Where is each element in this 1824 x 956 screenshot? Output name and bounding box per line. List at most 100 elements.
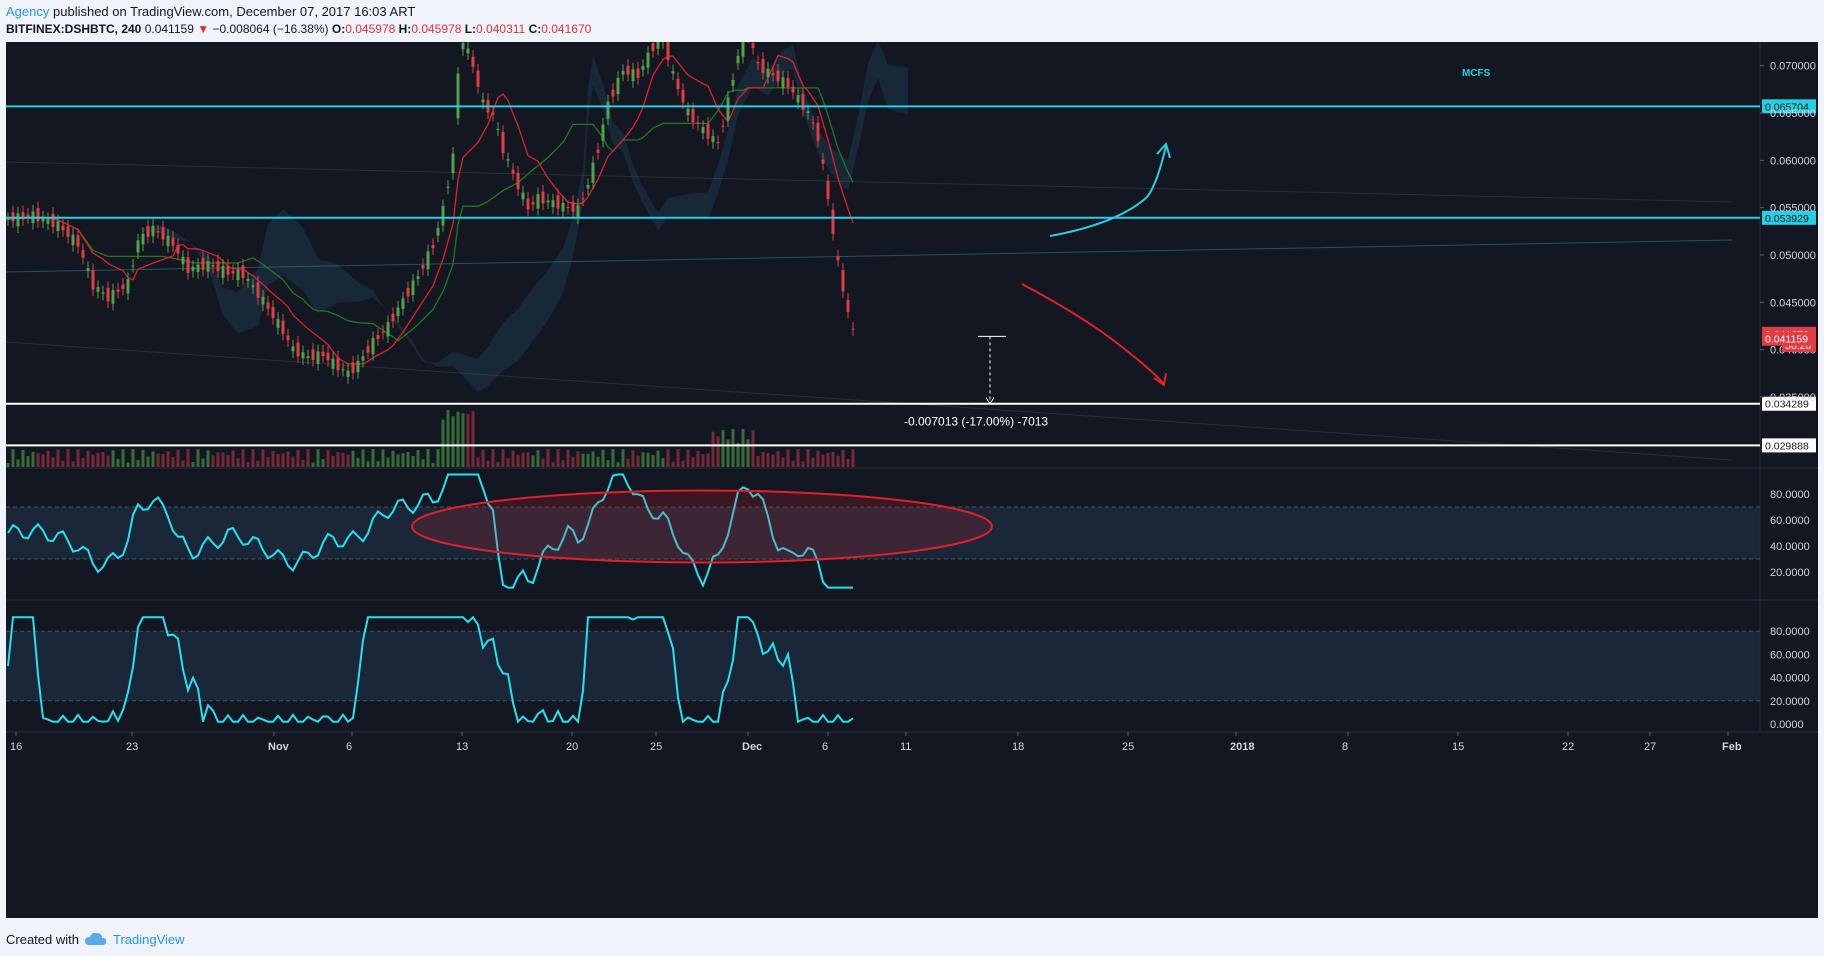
candle-body [686,108,690,116]
candle-body [46,219,50,224]
volume-bar [211,455,215,467]
volume-bar [261,449,265,467]
candle-body [66,226,70,237]
candle-body [221,265,225,278]
candle-body [101,292,105,294]
rsi-line [7,473,853,589]
volume-bar [466,414,470,467]
candle-body [411,280,415,296]
time-tick-label: 13 [456,741,468,753]
created-with-text: Created with [6,931,79,947]
price-tick-label: 0.055000 [1770,203,1816,215]
volume-bar [691,457,695,467]
candle-body [631,69,635,82]
candle-body [696,122,700,124]
candle-body [166,235,170,247]
volume-bar [166,451,170,467]
candle-body [571,201,575,212]
volume-bar [846,459,850,467]
candle-body [276,318,280,328]
volume-bar [531,455,535,467]
time-tick-label: 25 [1122,741,1134,753]
volume-bar [416,450,420,467]
volume-bar [611,449,615,467]
volume-bar [241,449,245,467]
candle-body [776,70,780,82]
volume-bar [696,451,700,467]
candle-body [326,352,330,361]
stoch-band [6,631,1760,701]
price-tick-label: 0.035000 [1770,392,1816,404]
candle-body [706,123,710,139]
volume-bar [721,429,725,467]
candle-body [536,194,540,209]
volume-bar [146,456,150,467]
candle-body [576,205,580,218]
current-price-label: 0.041159 [1765,334,1808,346]
volume-bar [71,461,75,467]
candle-body [106,287,110,302]
candle-body [211,264,215,267]
candle-body [786,77,790,88]
candle-body [196,264,200,272]
volume-bar [51,457,55,467]
candle-body [851,328,855,330]
volume-bar [291,456,295,467]
candle-body [506,159,510,161]
volume-bar [286,451,290,467]
candle-body [771,73,775,76]
volume-bar [476,457,480,467]
candle-body [136,240,140,253]
price-tick-label: 0.060000 [1770,155,1816,167]
volume-bar [581,453,585,467]
candle-body [181,256,185,265]
volume-bar [831,452,835,467]
chart-container[interactable]: 0.065704 0.053929 0.034289 0.029888 0.070000… [5,23,1818,918]
close-label: C: [528,22,542,36]
candle-body [91,269,95,290]
volume-bar [96,452,100,467]
candle-body [701,127,705,133]
volume-bar [201,458,205,467]
volume-bar [221,452,225,467]
volume-bar [681,460,685,467]
level-price-badge [1762,396,1816,411]
volume-bar [331,455,335,467]
symbol-label: BITFINEX:DSHBTC, 240 [6,22,142,36]
volume-bar [561,460,565,467]
candle-body [251,285,255,288]
chart-svg[interactable]: 0.065704 0.053929 0.034289 0.029888 0.070000… [5,23,1818,918]
candle-body [551,200,555,208]
volume-bar [446,409,450,467]
candle-body [111,290,115,304]
candle-body [386,322,390,337]
volume-bar [631,450,635,467]
trend-line [5,161,1733,203]
candle-body [396,307,400,316]
volume-bar [566,449,570,467]
volume-bar [661,458,665,467]
volume-bar [106,455,110,467]
rsi-tick-label: 80.0000 [1770,489,1810,501]
volume-bar [306,449,310,467]
volume-bar [636,455,640,467]
author-link[interactable]: Agency [6,4,50,19]
up-arrow-head [1156,141,1171,159]
volume-bar [841,450,845,467]
volume-bar [706,453,710,467]
volume-bar [576,451,580,467]
tradingview-link[interactable]: TradingView [112,931,185,947]
time-tick-label: 2018 [1230,741,1254,753]
measure-label: -0.007013 (-17.00%) -7013 [904,415,1048,429]
candle-body [436,228,440,236]
volume-bar [686,449,690,467]
candle-body [801,94,805,110]
volume-bar [196,449,200,467]
candle-body [456,73,460,119]
candle-body [731,79,735,86]
candle-body [611,89,615,97]
candle-body [256,282,260,298]
volume-bar [536,450,540,467]
footer: Created with TradingView [6,930,185,948]
volume-bar [596,456,600,467]
